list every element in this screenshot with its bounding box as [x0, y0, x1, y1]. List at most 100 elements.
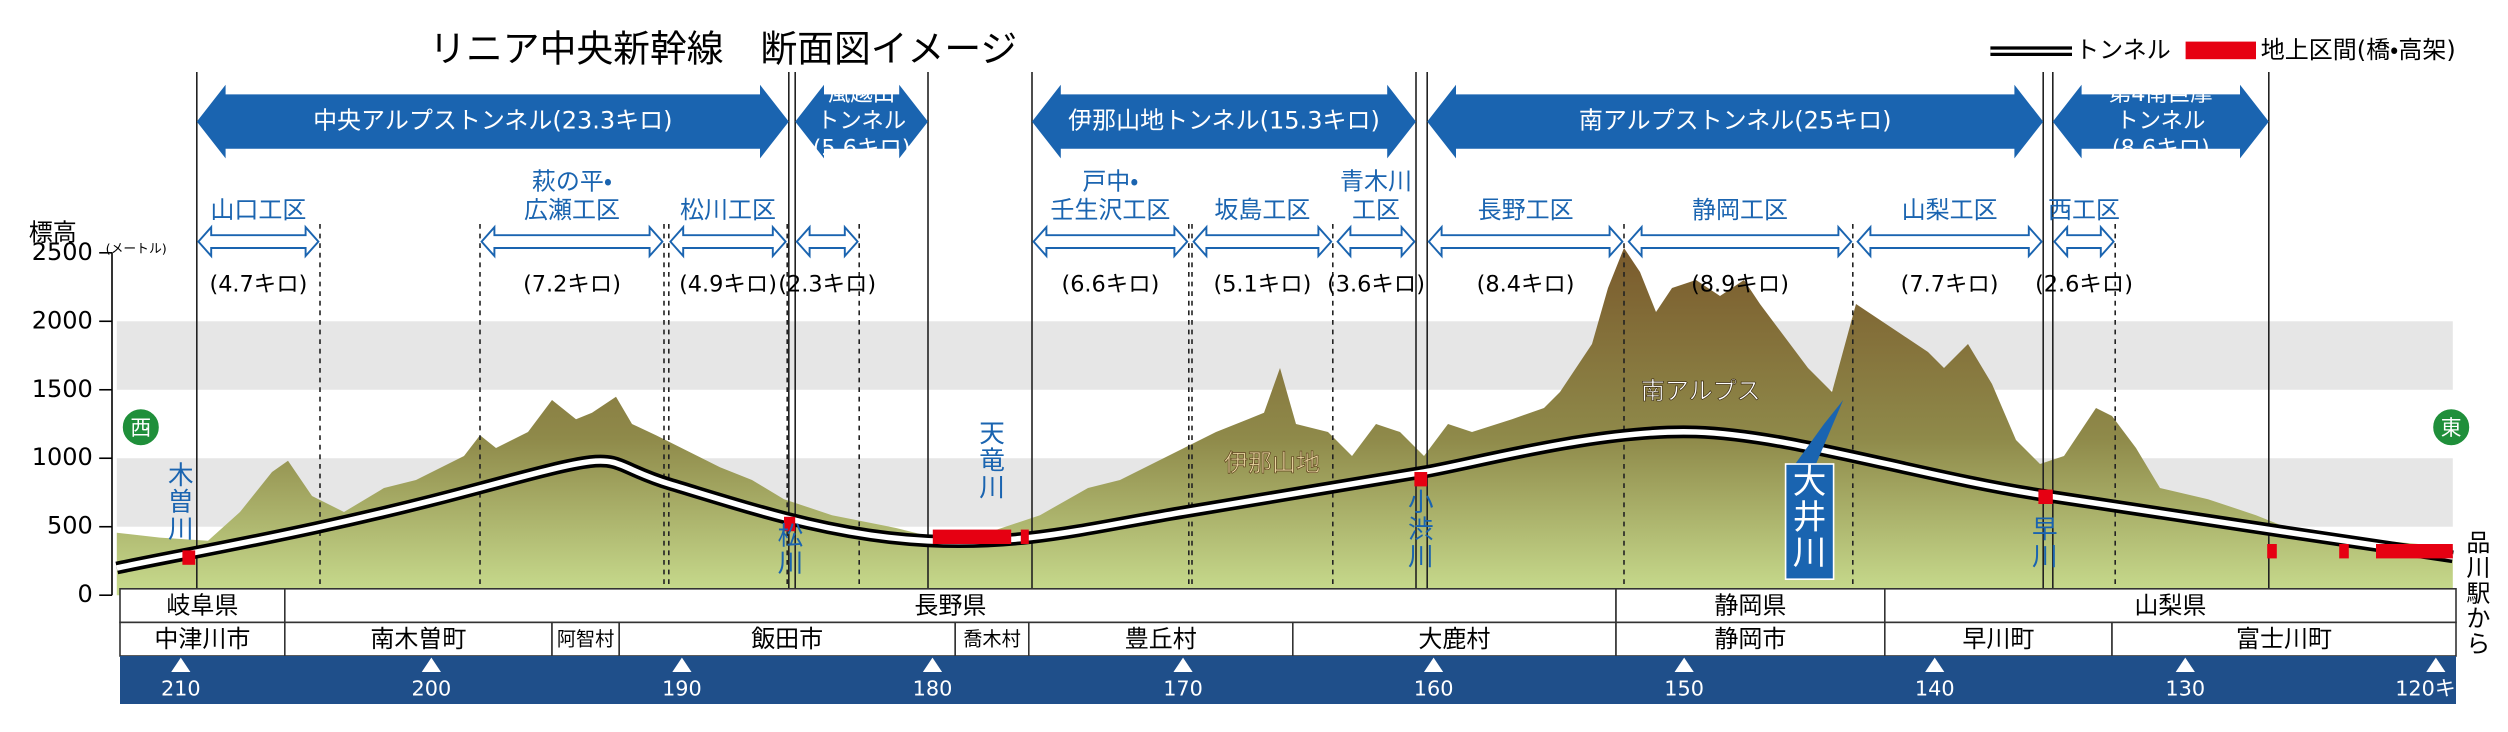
river-label: 天竜川 [979, 419, 1005, 503]
river-label: 小渋川 [1408, 488, 1434, 572]
axis-unit: (メートル) [106, 242, 167, 257]
direction-label: 東 [2441, 416, 2462, 440]
section-label: 西工区 [2048, 196, 2120, 224]
surface-section [182, 550, 196, 565]
band [116, 321, 2453, 390]
distance-tick [2426, 657, 2446, 672]
distance-label: 150 [1664, 677, 1704, 701]
mountain-label: 伊那山地 [1224, 449, 1320, 477]
prefecture-label: 岐阜県 [166, 591, 238, 619]
municipality-label: 南木曽町 [370, 625, 466, 653]
municipality-label: 早川町 [1962, 625, 2034, 653]
section-length: (4.9キロ) [679, 271, 777, 297]
municipality-label: 大鹿村 [1418, 625, 1490, 653]
municipality-label: 豊丘村 [1125, 625, 1197, 653]
y-tick-label: 1500 [32, 375, 93, 403]
mountain-label: 南アルプス [1641, 377, 1761, 405]
distance-tick [2175, 657, 2195, 672]
section-length: (6.6キロ) [1061, 271, 1159, 297]
distance-label: 170 [1163, 677, 1203, 701]
section-arrow [1032, 224, 1189, 259]
distance-tick [1925, 657, 1945, 672]
tunnel-arrow [2052, 84, 2269, 159]
tunnel-label: 中央アルプストンネル(23.3キロ) [313, 107, 672, 135]
section-label: 静岡工区 [1692, 196, 1788, 224]
surface-section [932, 529, 1012, 544]
municipality-cell [1884, 621, 2113, 657]
prefecture-label: 山梨県 [2134, 591, 2206, 619]
distance-tick [421, 657, 441, 672]
section-arrow [2053, 224, 2115, 259]
tunnel-label: (8.6キロ) [2112, 135, 2210, 161]
section-label: 松川工区 [680, 196, 776, 224]
municipality-label: 静岡市 [1714, 625, 1786, 653]
y-tick-label: 0 [78, 580, 93, 608]
section-label: 壬生沢工区 [1050, 196, 1170, 224]
river-pointer [1795, 400, 1844, 464]
section-label: 山口工区 [210, 196, 306, 224]
distance-label: 130 [2165, 677, 2205, 701]
tunnel-arrow [1032, 84, 1416, 159]
prefecture-cell [1884, 588, 2457, 624]
municipality-label: 飯田市 [751, 625, 823, 653]
tunnel-label: (5.6キロ) [813, 135, 911, 161]
section-length: (8.9キロ) [1691, 271, 1789, 297]
distance-label: 210 [161, 677, 201, 701]
distance-bar [120, 656, 2456, 704]
municipality-label: 喬木村 [963, 628, 1021, 651]
tunnel-label: 伊那山地トンネル(15.3キロ) [1068, 107, 1380, 135]
section-length: (3.6キロ) [1327, 271, 1425, 297]
river-label: 大井川 [1793, 462, 1827, 572]
y-tick-label: 500 [47, 512, 93, 540]
terrain [116, 248, 2453, 596]
distance-label: 160 [1414, 677, 1454, 701]
direction-badge [120, 406, 162, 448]
distance-tick [1424, 657, 1444, 672]
municipality-cell [119, 621, 286, 657]
surface-section [1020, 529, 1029, 544]
tunnel-label: トンネル [817, 108, 906, 134]
municipality-label: 中津川市 [154, 625, 250, 653]
surface-section [2038, 489, 2053, 504]
section-label: 青木川 [1340, 167, 1412, 195]
prefecture-cell [284, 588, 1617, 624]
legend-surface: 地上区間(橋・高架) [2261, 36, 2456, 64]
municipality-cell [1615, 621, 1886, 657]
surface-section [784, 516, 796, 532]
prefecture-label: 長野県 [914, 591, 986, 619]
section-length: (2.6キロ) [2035, 271, 2133, 297]
section-label: 萩の平・ [532, 167, 612, 195]
section-arrow [795, 224, 859, 259]
section-arrow [1627, 224, 1853, 259]
section-length: (8.4キロ) [1477, 271, 1575, 297]
tunnel-arrow [196, 84, 789, 159]
distance-tick [1674, 657, 1694, 672]
distance-tick [1173, 657, 1193, 672]
municipality-label: 阿智村 [557, 628, 615, 651]
section-length: (5.1キロ) [1213, 271, 1311, 297]
municipality-cell [2111, 621, 2457, 657]
y-tick-label: 2500 [32, 238, 93, 266]
section-length: (7.2キロ) [523, 271, 621, 297]
section-arrow [1192, 224, 1333, 259]
distance-label: 180 [913, 677, 953, 701]
section-label: 戸中・ [1082, 167, 1138, 195]
distance-tick [672, 657, 692, 672]
section-length: (4.7キロ) [209, 271, 307, 297]
section-arrow [1336, 224, 1416, 259]
tunnel-label: トンネル [2116, 108, 2205, 134]
municipality-cell [284, 621, 553, 657]
prefecture-label: 静岡県 [1714, 591, 1786, 619]
surface-section [2267, 544, 2277, 559]
prefecture-cell [119, 588, 286, 624]
distance-tick [922, 657, 943, 672]
tunnel-arrow [795, 84, 928, 159]
tunnel-label: 南アルプストンネル(25キロ) [1579, 107, 1892, 135]
municipality-cell [551, 621, 620, 657]
section-arrow [197, 224, 320, 259]
tunnel-arrow [1427, 84, 2044, 159]
section-arrow [669, 224, 787, 259]
river-label: 早川 [2032, 515, 2058, 572]
river-label: 木曽川 [168, 461, 194, 545]
